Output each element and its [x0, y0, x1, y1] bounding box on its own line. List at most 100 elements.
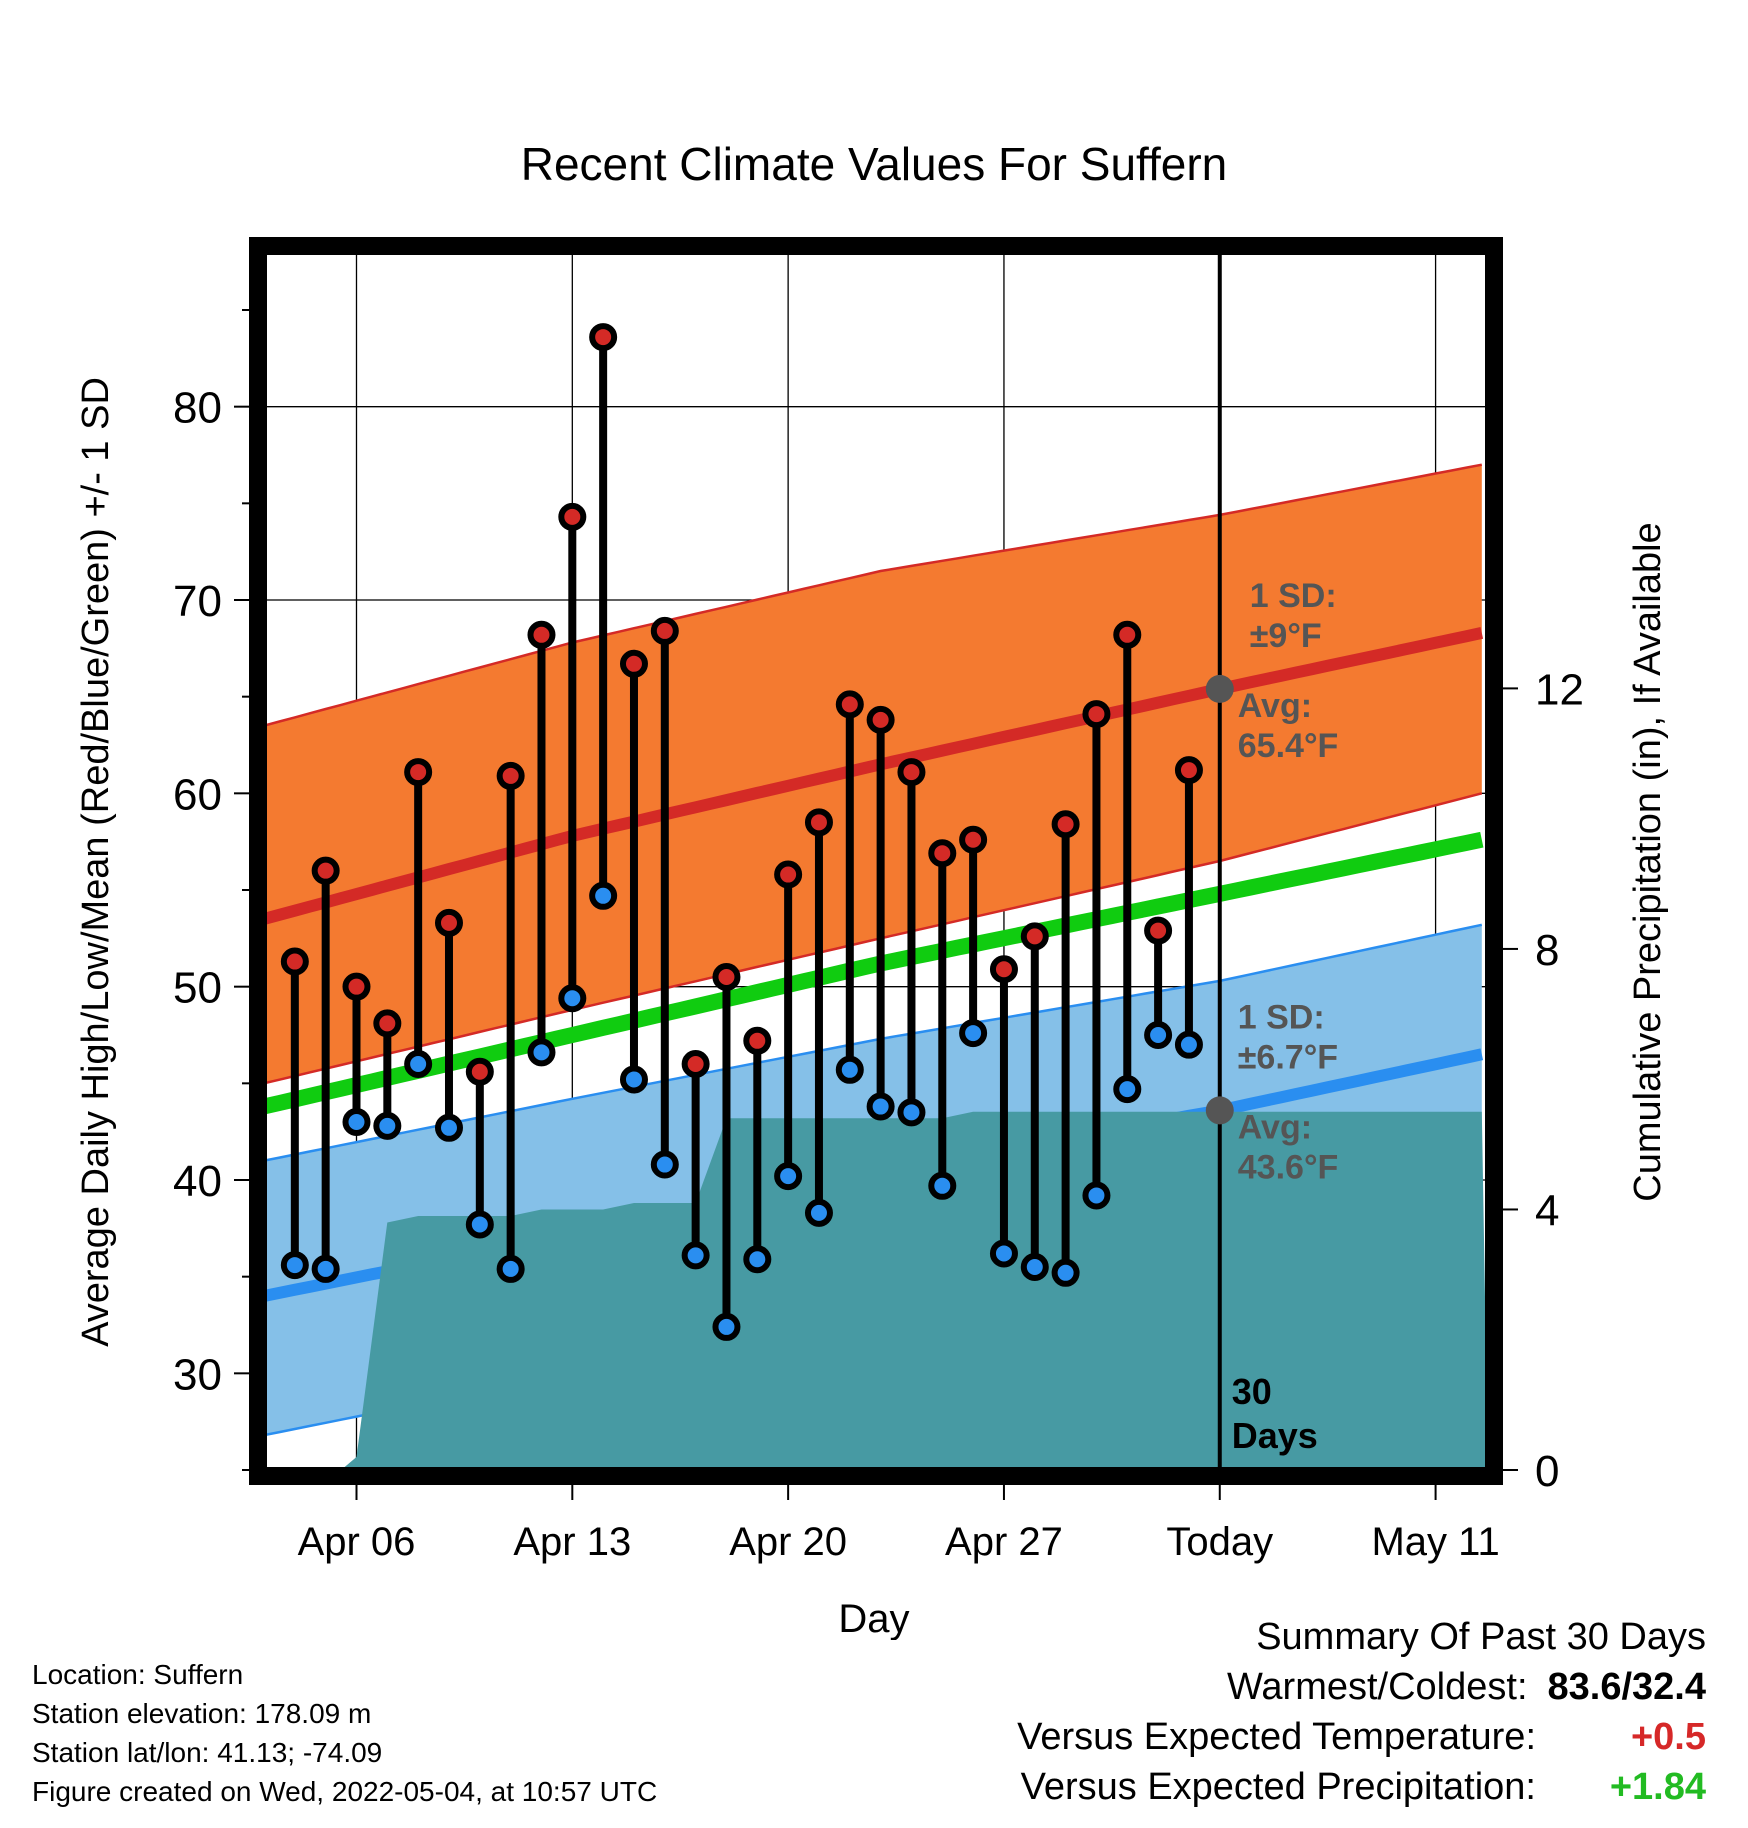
high-sd-upper-line	[264, 463, 1483, 727]
high-point	[804, 808, 833, 837]
high-sd-lower-line	[264, 792, 1483, 1085]
y2-tick-label: 8	[1535, 926, 1559, 975]
low-point	[712, 1312, 741, 1341]
high-point	[1051, 810, 1080, 839]
low-point	[743, 1245, 772, 1274]
low-sd-label: 1 SD:	[1238, 998, 1325, 1036]
y-axis-label: Average Daily High/Low/Mean (Red/Blue/Gr…	[75, 377, 117, 1347]
low-sd-upper-line	[264, 923, 1483, 1162]
low-point	[373, 1111, 402, 1140]
normal-mean-line	[264, 831, 1484, 1115]
y-tick-label: 80	[173, 384, 222, 433]
precip-label: Versus Expected Precipitation:	[1020, 1766, 1536, 1808]
low-point	[1174, 1030, 1203, 1059]
temp-value: +0.5	[1630, 1716, 1706, 1758]
x-axis-label: Day	[838, 1597, 909, 1640]
high-point	[835, 690, 864, 719]
x-tick-label: Apr 27	[945, 1520, 1063, 1564]
low-point	[866, 1092, 895, 1121]
precipitation-fill	[341, 1111, 1488, 1470]
elevation-text: Station elevation: 178.09 m	[32, 1698, 372, 1729]
high-point	[496, 761, 525, 790]
low-point	[558, 984, 587, 1013]
y2-tick-label: 0	[1535, 1447, 1559, 1496]
low-point	[496, 1254, 525, 1283]
low-point	[1113, 1075, 1142, 1104]
high-point	[342, 972, 371, 1001]
high-point	[1082, 700, 1111, 729]
y-tick-label: 60	[173, 770, 222, 819]
warmest-value: 83.6/32.4	[1547, 1666, 1706, 1708]
low-point	[989, 1239, 1018, 1268]
high-point	[959, 825, 988, 854]
y2-tick-label: 4	[1535, 1186, 1559, 1235]
today-days-label: Days	[1232, 1415, 1318, 1456]
low-point	[404, 1050, 433, 1078]
low-point	[897, 1098, 926, 1127]
warmest-label: Warmest/Coldest:	[1226, 1666, 1528, 1708]
high-point	[743, 1026, 772, 1055]
high-point	[404, 758, 433, 787]
summary-panel: Summary Of Past 30 Days Warmest/Coldest:…	[1017, 1612, 1706, 1812]
high-point	[989, 955, 1018, 984]
precipitation-area	[341, 1111, 1488, 1470]
low-point	[650, 1150, 679, 1179]
low-point	[1020, 1253, 1049, 1281]
high-point	[712, 963, 741, 991]
low-point	[1082, 1181, 1111, 1210]
low-avg-value: 43.6°F	[1238, 1148, 1339, 1186]
high-point	[373, 1009, 402, 1038]
plot-frame	[249, 237, 1503, 1485]
high-point	[866, 705, 895, 734]
high-point	[558, 502, 587, 531]
high-point	[1144, 916, 1173, 945]
low-point	[681, 1241, 710, 1270]
climate-chart: Recent Climate Values For Suffern 1 SD:±…	[75, 138, 1669, 1640]
low-point	[804, 1198, 833, 1227]
chart-title: Recent Climate Values For Suffern	[521, 138, 1228, 190]
normal-high-line	[264, 627, 1484, 925]
latlon-text: Station lat/lon: 41.13; -74.09	[32, 1737, 383, 1768]
x-tick-label: May 11	[1371, 1520, 1499, 1564]
y-tick-label: 70	[173, 577, 222, 626]
low-point	[1051, 1258, 1080, 1287]
today-days-number: 30	[1232, 1371, 1272, 1412]
low-sd-value: ±6.7°F	[1238, 1038, 1338, 1076]
precip-value: +1.84	[1609, 1766, 1706, 1808]
high-point	[311, 856, 340, 885]
x-tick-label: Today	[1166, 1520, 1273, 1564]
created-text: Figure created on Wed, 2022-05-04, at 10…	[32, 1776, 658, 1807]
high-point	[1113, 620, 1142, 649]
warmest-row: Warmest/Coldest: 83.6/32.4	[1017, 1662, 1706, 1712]
low-avg-marker	[1205, 1096, 1234, 1125]
high-point	[280, 947, 309, 976]
high-point	[928, 839, 957, 868]
low-point	[527, 1038, 556, 1067]
high-point	[897, 758, 926, 787]
low-point	[835, 1055, 864, 1084]
low-point	[342, 1108, 371, 1136]
x-tick-label: Apr 13	[513, 1520, 631, 1564]
temp-row: Versus Expected Temperature: +0.5	[1017, 1712, 1706, 1762]
high-avg-label: Avg:	[1238, 687, 1312, 725]
low-point	[311, 1254, 340, 1283]
precip-row: Versus Expected Precipitation: +1.84	[1017, 1762, 1706, 1812]
low-avg-label: Avg:	[1238, 1108, 1312, 1146]
low-point	[465, 1210, 494, 1239]
high-sd-value: ±9°F	[1250, 617, 1322, 655]
daily-series	[280, 323, 1203, 1341]
x-tick-label: Apr 06	[298, 1520, 416, 1564]
high-point	[681, 1050, 710, 1078]
high-sd-label: 1 SD:	[1250, 577, 1337, 615]
high-avg-value: 65.4°F	[1238, 727, 1339, 765]
high-point	[465, 1057, 494, 1086]
location-text: Location: Suffern	[32, 1659, 244, 1690]
high-point	[434, 908, 463, 937]
low-point	[589, 881, 618, 910]
station-info: Location: Suffern Station elevation: 178…	[32, 1655, 657, 1811]
high-point	[1020, 922, 1049, 951]
high-point	[774, 860, 803, 889]
high-point	[650, 616, 679, 645]
temp-label: Versus Expected Temperature:	[1017, 1716, 1536, 1758]
